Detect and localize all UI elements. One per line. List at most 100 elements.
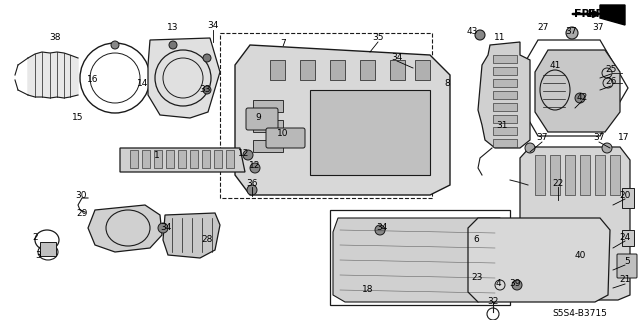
Text: 14: 14	[138, 78, 148, 87]
Text: 29: 29	[76, 210, 88, 219]
Bar	[550, 155, 560, 195]
Text: 37: 37	[592, 23, 604, 33]
Ellipse shape	[512, 280, 522, 290]
Bar	[493, 79, 517, 87]
Text: 23: 23	[471, 274, 483, 283]
Text: 15: 15	[72, 113, 84, 122]
Text: 12: 12	[250, 161, 260, 170]
Text: 42: 42	[577, 92, 588, 101]
Bar	[580, 155, 590, 195]
Text: 38: 38	[49, 33, 61, 42]
Text: 9: 9	[255, 114, 261, 123]
FancyBboxPatch shape	[246, 108, 278, 130]
Text: 34: 34	[207, 21, 219, 30]
Bar	[390, 60, 405, 80]
Text: 11: 11	[494, 34, 506, 43]
Polygon shape	[535, 50, 620, 132]
Ellipse shape	[525, 143, 535, 153]
Text: 3: 3	[35, 251, 41, 260]
Bar	[330, 60, 345, 80]
Ellipse shape	[470, 237, 482, 249]
Bar	[40, 242, 56, 256]
Text: 24: 24	[620, 233, 630, 242]
Text: 10: 10	[277, 130, 289, 139]
Text: 35: 35	[372, 34, 384, 43]
Text: 40: 40	[574, 251, 586, 260]
Ellipse shape	[575, 93, 585, 103]
Bar	[220, 33, 432, 198]
Text: 33: 33	[199, 85, 211, 94]
Bar	[610, 155, 620, 195]
Bar	[214, 150, 222, 168]
Bar	[493, 115, 517, 123]
FancyBboxPatch shape	[617, 254, 637, 278]
Text: 22: 22	[552, 179, 564, 188]
Text: 32: 32	[487, 298, 499, 307]
Bar	[595, 155, 605, 195]
Text: 25: 25	[605, 66, 617, 75]
Bar	[493, 67, 517, 75]
Bar	[154, 150, 162, 168]
Text: 1: 1	[154, 150, 160, 159]
Text: 37: 37	[593, 133, 605, 142]
Bar	[190, 150, 198, 168]
Text: 6: 6	[473, 236, 479, 244]
Text: 34: 34	[376, 223, 388, 233]
Bar	[493, 139, 517, 147]
Text: 43: 43	[467, 28, 477, 36]
Polygon shape	[468, 218, 610, 302]
Bar	[270, 60, 285, 80]
Text: FR.: FR.	[588, 9, 608, 19]
Bar	[565, 155, 575, 195]
Text: 7: 7	[280, 38, 286, 47]
Text: 37: 37	[565, 28, 577, 36]
Ellipse shape	[203, 54, 211, 62]
Text: 36: 36	[246, 179, 258, 188]
Text: 39: 39	[509, 279, 521, 289]
Text: 20: 20	[620, 190, 630, 199]
Bar	[360, 60, 375, 80]
Text: 34: 34	[160, 222, 172, 231]
Bar	[253, 100, 283, 112]
Text: 8: 8	[444, 78, 450, 87]
FancyBboxPatch shape	[266, 128, 305, 148]
Bar	[535, 155, 545, 195]
Text: 16: 16	[87, 76, 99, 84]
Ellipse shape	[566, 27, 578, 39]
Ellipse shape	[250, 163, 260, 173]
Bar	[493, 91, 517, 99]
Ellipse shape	[247, 185, 257, 195]
Ellipse shape	[158, 223, 168, 233]
Ellipse shape	[169, 41, 177, 49]
Bar	[300, 60, 315, 80]
Text: 30: 30	[76, 191, 87, 201]
Text: 2: 2	[32, 234, 38, 243]
Text: 4: 4	[495, 278, 501, 287]
Bar	[253, 120, 283, 132]
Polygon shape	[520, 147, 630, 300]
Ellipse shape	[243, 150, 253, 160]
Bar	[130, 150, 138, 168]
Polygon shape	[163, 213, 220, 258]
Bar	[166, 150, 174, 168]
Polygon shape	[235, 45, 450, 195]
Bar	[493, 55, 517, 63]
Polygon shape	[148, 38, 220, 118]
Bar	[493, 103, 517, 111]
Polygon shape	[120, 148, 245, 172]
Text: 26: 26	[605, 77, 617, 86]
Bar	[330, 210, 510, 305]
Text: 37: 37	[536, 133, 548, 142]
Ellipse shape	[602, 143, 612, 153]
Bar	[310, 90, 430, 175]
Bar	[142, 150, 150, 168]
Bar	[493, 127, 517, 135]
Text: S5S4-B3715: S5S4-B3715	[552, 308, 607, 317]
Ellipse shape	[375, 225, 385, 235]
Bar	[202, 150, 210, 168]
Text: 17: 17	[618, 133, 630, 142]
Ellipse shape	[573, 255, 583, 265]
Ellipse shape	[475, 30, 485, 40]
Polygon shape	[478, 42, 530, 148]
Polygon shape	[600, 5, 625, 25]
